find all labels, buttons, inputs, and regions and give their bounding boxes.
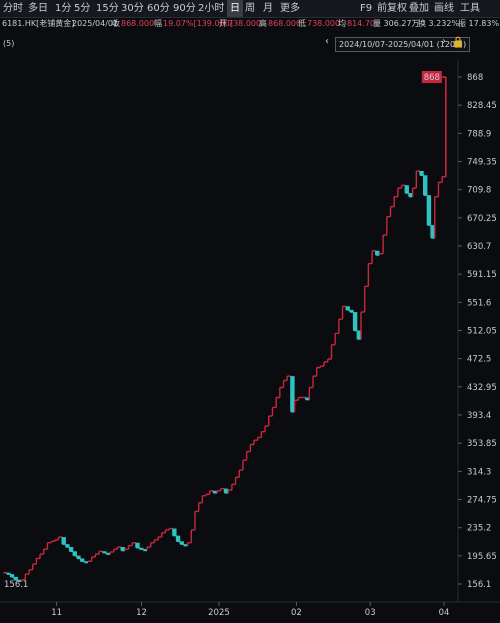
tab-60min[interactable]: 60分 — [147, 3, 170, 14]
avg-value: 814.70 — [347, 19, 375, 28]
tab-5min[interactable]: 5分 — [74, 3, 91, 14]
date-label: 2025/04/01 — [72, 19, 119, 28]
down-bar — [408, 193, 413, 197]
down-bar — [65, 544, 70, 548]
amplitude-value: 振 17.83% — [458, 19, 500, 28]
adjust-button[interactable]: 前复权 — [377, 3, 407, 14]
tab-more[interactable]: 更多 — [280, 3, 300, 14]
price-tag-box — [421, 71, 442, 83]
down-bar — [135, 542, 140, 548]
y-tick-label: 630.7 — [467, 242, 491, 252]
turnover-value: 换 3.232% — [418, 19, 460, 28]
close-label: 收 — [112, 19, 120, 28]
y-tick-label: 432.95 — [467, 383, 497, 393]
chevron-left-icon[interactable]: ‹ — [325, 36, 329, 47]
y-tick-label: 868 — [467, 73, 483, 83]
down-bar — [290, 376, 295, 412]
down-bar — [76, 555, 81, 559]
price-chart[interactable]: 868 828.45 788.9 749.35 709.8 670.25 630.7 591.… — [0, 60, 500, 623]
down-bar — [431, 225, 435, 238]
down-bar — [357, 330, 361, 340]
change-value: 19.07%[139.000] — [163, 19, 233, 28]
symbol-label: 6181.HK[老铺黄金] — [2, 19, 75, 28]
low-value: 738.000 — [307, 19, 341, 28]
high-label: 高 — [259, 19, 267, 28]
x-tick-label: 02 — [291, 608, 302, 618]
down-bar — [80, 558, 85, 562]
y-tick-label: 828.45 — [467, 101, 497, 111]
tab-2hour[interactable]: 2小时 — [198, 3, 225, 14]
tab-weekly[interactable]: 周 — [245, 3, 255, 14]
tab-1min[interactable]: 1分 — [55, 3, 72, 14]
y-tick-label: 788.9 — [467, 129, 491, 139]
date-range-selector[interactable]: 2024/10/07-2025/04/01 (120日) — [335, 37, 471, 52]
chevron-right-icon[interactable]: › — [442, 36, 446, 47]
y-tick-label: 591.15 — [467, 270, 497, 280]
indicator-label: (5) — [3, 39, 15, 48]
down-bar — [346, 306, 350, 310]
y-tick-label: 274.75 — [467, 496, 497, 506]
tools-button[interactable]: 工具 — [460, 3, 480, 14]
y-tick-label: 472.5 — [467, 355, 491, 365]
open-label: 开 — [219, 19, 227, 28]
down-bar — [121, 547, 125, 551]
f9-button[interactable]: F9 — [360, 3, 373, 14]
x-tick-label: 03 — [365, 608, 376, 618]
y-tick-label: 314.3 — [467, 467, 491, 477]
y-tick-label: 670.25 — [467, 214, 497, 224]
volume-value: 量 306.27万 — [373, 19, 420, 28]
y-tick-label: 353.85 — [467, 439, 497, 449]
tab-fenshi[interactable]: 分时 — [3, 3, 23, 14]
y-tick-label: 551.6 — [467, 298, 491, 308]
period-toolbar: 分时 多日 1分 5分 15分 30分 60分 90分 2小时 日 周 月 更多… — [0, 0, 500, 18]
close-value: 868.000 — [121, 19, 155, 28]
y-tick-label: 393.4 — [467, 411, 491, 421]
y-tick-label: 749.35 — [467, 158, 497, 168]
high-value: 868.000 — [268, 19, 302, 28]
down-bar — [176, 535, 181, 542]
x-tick-label: 12 — [136, 608, 147, 618]
low-label: 低 — [298, 19, 306, 28]
tab-30min[interactable]: 30分 — [121, 3, 144, 14]
down-bar — [427, 195, 432, 226]
down-bar — [14, 576, 18, 580]
x-tick-label: 04 — [439, 608, 450, 618]
x-tick-label: 2025 — [208, 608, 230, 618]
tab-90min[interactable]: 90分 — [173, 3, 196, 14]
overlay-button[interactable]: 叠加 — [409, 3, 429, 14]
change-label: 幅 — [154, 19, 162, 28]
down-bar — [180, 541, 184, 545]
down-bar — [420, 171, 424, 176]
open-value: 738.000 — [228, 19, 262, 28]
down-bar — [224, 488, 229, 493]
low-price-tag: 156.1 — [4, 580, 28, 590]
down-bar — [73, 551, 77, 556]
down-bar — [10, 574, 15, 577]
lock-icon[interactable] — [453, 36, 463, 48]
draw-button[interactable]: 画线 — [434, 3, 454, 14]
down-bar — [69, 547, 74, 552]
down-bar — [375, 250, 380, 256]
y-tick-label: 512.05 — [467, 327, 497, 337]
down-bar — [423, 175, 428, 196]
down-bar — [62, 537, 66, 545]
tab-monthly[interactable]: 月 — [263, 3, 273, 14]
y-tick-label: 709.8 — [467, 186, 491, 196]
down-bar — [405, 185, 409, 194]
y-tick-label: 235.2 — [467, 524, 491, 534]
down-bar — [172, 528, 177, 536]
quote-bar: 6181.HK[老铺黄金] 2025/04/01 收 868.000 幅 19.… — [0, 17, 500, 31]
tab-multi-day[interactable]: 多日 — [28, 3, 48, 14]
down-bar — [213, 490, 218, 493]
y-tick-label: 195.65 — [467, 552, 497, 562]
avg-label: 均 — [338, 19, 346, 28]
x-tick-label: 11 — [51, 608, 62, 618]
y-tick-label: 156.1 — [467, 580, 491, 590]
down-bar — [353, 312, 358, 331]
tab-daily[interactable]: 日 — [227, 0, 243, 17]
down-bar — [349, 309, 354, 313]
price-tag: 868 — [424, 73, 440, 83]
tab-15min[interactable]: 15分 — [96, 3, 119, 14]
down-bar — [305, 397, 310, 400]
